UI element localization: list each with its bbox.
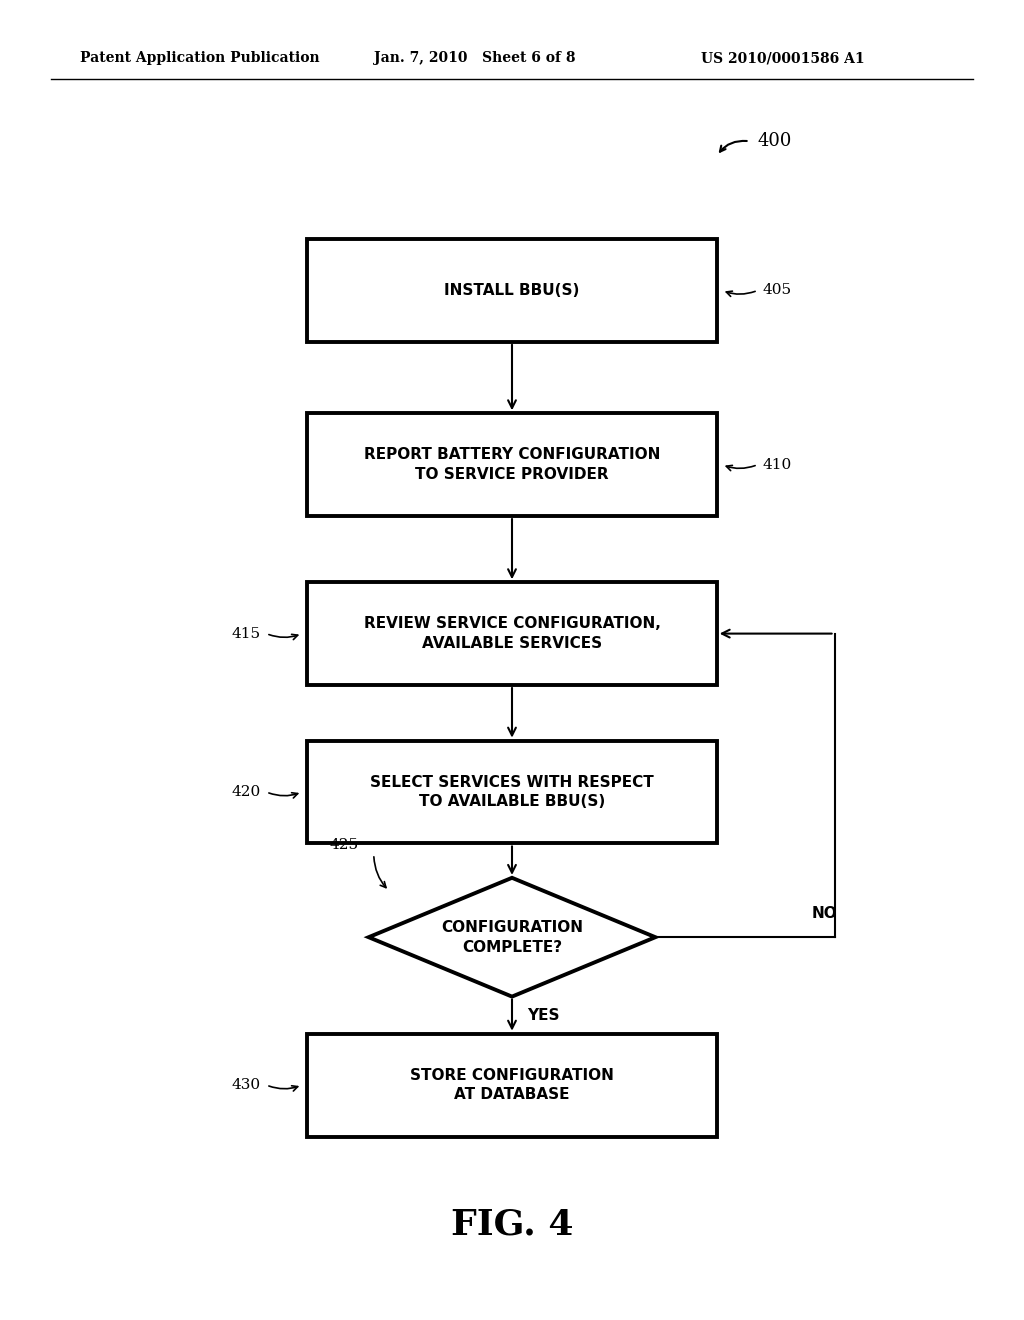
Text: US 2010/0001586 A1: US 2010/0001586 A1 bbox=[701, 51, 865, 65]
Text: YES: YES bbox=[527, 1007, 560, 1023]
Text: Jan. 7, 2010   Sheet 6 of 8: Jan. 7, 2010 Sheet 6 of 8 bbox=[374, 51, 575, 65]
Text: REPORT BATTERY CONFIGURATION
TO SERVICE PROVIDER: REPORT BATTERY CONFIGURATION TO SERVICE … bbox=[364, 447, 660, 482]
Text: FIG. 4: FIG. 4 bbox=[451, 1208, 573, 1242]
Text: 415: 415 bbox=[232, 627, 261, 640]
Text: 420: 420 bbox=[231, 785, 261, 799]
Bar bbox=[307, 1034, 717, 1137]
Text: NO: NO bbox=[811, 906, 838, 921]
Text: REVIEW SERVICE CONFIGURATION,
AVAILABLE SERVICES: REVIEW SERVICE CONFIGURATION, AVAILABLE … bbox=[364, 616, 660, 651]
Text: 430: 430 bbox=[232, 1078, 261, 1092]
Bar bbox=[307, 413, 717, 516]
Text: Patent Application Publication: Patent Application Publication bbox=[80, 51, 319, 65]
Text: CONFIGURATION
COMPLETE?: CONFIGURATION COMPLETE? bbox=[441, 920, 583, 954]
Bar bbox=[307, 741, 717, 843]
Text: STORE CONFIGURATION
AT DATABASE: STORE CONFIGURATION AT DATABASE bbox=[410, 1068, 614, 1102]
Bar bbox=[307, 239, 717, 342]
Text: SELECT SERVICES WITH RESPECT
TO AVAILABLE BBU(S): SELECT SERVICES WITH RESPECT TO AVAILABL… bbox=[370, 775, 654, 809]
Bar bbox=[307, 582, 717, 685]
Text: INSTALL BBU(S): INSTALL BBU(S) bbox=[444, 282, 580, 298]
Text: 425: 425 bbox=[330, 838, 358, 851]
Text: 400: 400 bbox=[758, 132, 793, 150]
Polygon shape bbox=[369, 878, 655, 997]
Text: 410: 410 bbox=[763, 458, 793, 471]
Text: 405: 405 bbox=[763, 284, 792, 297]
